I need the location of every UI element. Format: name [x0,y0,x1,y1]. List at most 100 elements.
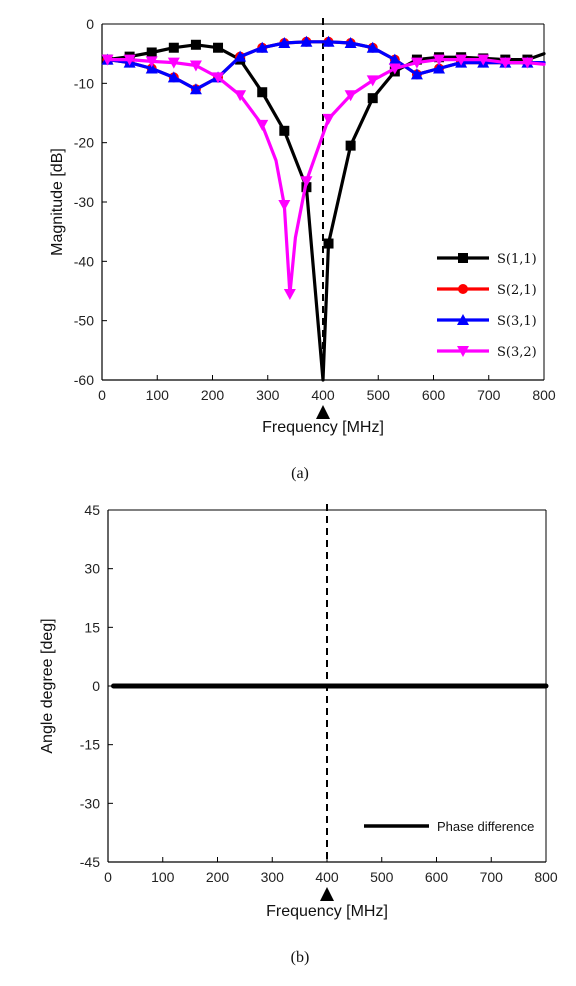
data-point [167,57,180,69]
data-point [300,35,313,47]
x-tick-label: 200 [206,869,230,885]
data-point [123,54,136,66]
data-point [367,93,378,104]
legend-marker [457,346,469,357]
x-tick-label: 600 [425,869,449,885]
data-point [388,53,401,65]
data-point [499,57,512,69]
data-point [189,83,202,95]
y-tick-label: -40 [74,253,94,269]
data-point [278,199,291,211]
x-tick-label: 500 [367,387,391,403]
data-point [145,62,158,74]
data-point [410,57,423,69]
legend-label: S(1,1) [497,252,537,267]
data-point [410,68,423,80]
data-point [234,90,247,102]
chart-a-y-axis-label: Magnitude [dB] [49,148,66,256]
data-point [345,140,356,151]
y-tick-label: 0 [92,678,100,694]
chart-a-legend: S(1,1) S(2,1) S(3,1) S(3,2) [437,252,537,360]
x-tick-label: 600 [422,387,446,403]
series-line [105,43,546,382]
chart-a-frequency-arrow-icon [316,405,330,419]
x-tick-label: 800 [532,387,556,403]
data-point [213,42,224,53]
data-point [168,42,179,53]
legend-entry: S(1,1) [437,252,537,267]
chart-b-y-axis-label: Angle degree [deg] [39,618,56,753]
x-tick-label: 0 [104,869,112,885]
y-tick-label: 45 [84,502,100,518]
x-tick-label: 500 [370,869,394,885]
data-point [278,36,291,48]
data-point [433,62,446,74]
y-tick-label: -45 [80,854,100,870]
legend-entry: S(3,1) [437,314,537,329]
data-point [257,87,268,98]
x-tick-label: 700 [480,869,504,885]
y-tick-label: -50 [74,313,94,329]
chart-a-x-axis-label: Frequency [MHz] [262,419,384,436]
chart-b-caption: (b) [291,949,310,966]
y-tick-label: -30 [74,194,94,210]
series-line [105,57,546,296]
legend-entry: S(2,1) [437,283,537,298]
data-point [388,63,401,75]
chart-b-legend: Phase difference [364,819,534,834]
chart-a-ticks: 0 100 200 300 400 500 600 700 800 0 -10 -20 -30 -40 -5… [74,16,556,403]
data-point [344,36,357,48]
chart-a-series [101,35,546,382]
y-tick-label: -15 [80,737,100,753]
series-s-3-2 [101,54,546,300]
legend-label: Phase difference [437,819,534,834]
x-tick-label: 0 [98,387,106,403]
legend-label: S(2,1) [497,283,537,298]
data-point [256,119,269,131]
legend-marker [457,314,469,325]
x-tick-label: 400 [311,387,335,403]
legend-label: S(3,1) [497,314,537,329]
chart-a-magnitude: 0 100 200 300 400 500 600 700 800 0 -10 -20 -30 -40 -5… [49,16,556,482]
data-point [455,54,468,66]
data-point [477,54,490,66]
data-point [234,50,247,62]
data-point [256,41,269,53]
x-tick-label: 200 [201,387,225,403]
data-point [323,238,334,249]
data-point [366,41,379,53]
data-point [212,72,225,84]
chart-b-x-axis-label: Frequency [MHz] [266,903,388,920]
data-point [322,113,335,125]
chart-b-frequency-arrow-icon [320,887,334,901]
data-point [145,56,158,68]
data-point [101,54,114,66]
chart-a-caption: (a) [291,465,309,482]
y-tick-label: -10 [74,75,94,91]
legend-marker [458,253,468,263]
legend-marker [458,284,468,294]
data-point [433,54,446,66]
data-point [190,39,201,50]
x-tick-label: 800 [534,869,558,885]
x-tick-label: 300 [261,869,285,885]
data-point [189,60,202,72]
y-tick-label: -30 [80,795,100,811]
chart-b-phase: 0 100 200 300 400 500 600 700 800 45 30 15 0 -15 -30 -4… [39,502,558,966]
chart-b-ticks: 0 100 200 300 400 500 600 700 800 45 30 15 0 -15 -30 -4… [80,502,558,885]
x-tick-label: 700 [477,387,501,403]
x-tick-label: 100 [151,869,175,885]
data-point [279,125,290,136]
x-tick-label: 400 [315,869,339,885]
series-s-3-1 [101,35,546,95]
data-point [283,288,296,300]
data-point [344,90,357,102]
data-point [366,75,379,87]
y-tick-label: -20 [74,135,94,151]
y-tick-label: 0 [86,16,94,32]
legend-label: S(3,2) [497,345,537,360]
legend-entry: Phase difference [364,819,534,834]
data-point [146,47,157,58]
data-point [322,35,335,47]
